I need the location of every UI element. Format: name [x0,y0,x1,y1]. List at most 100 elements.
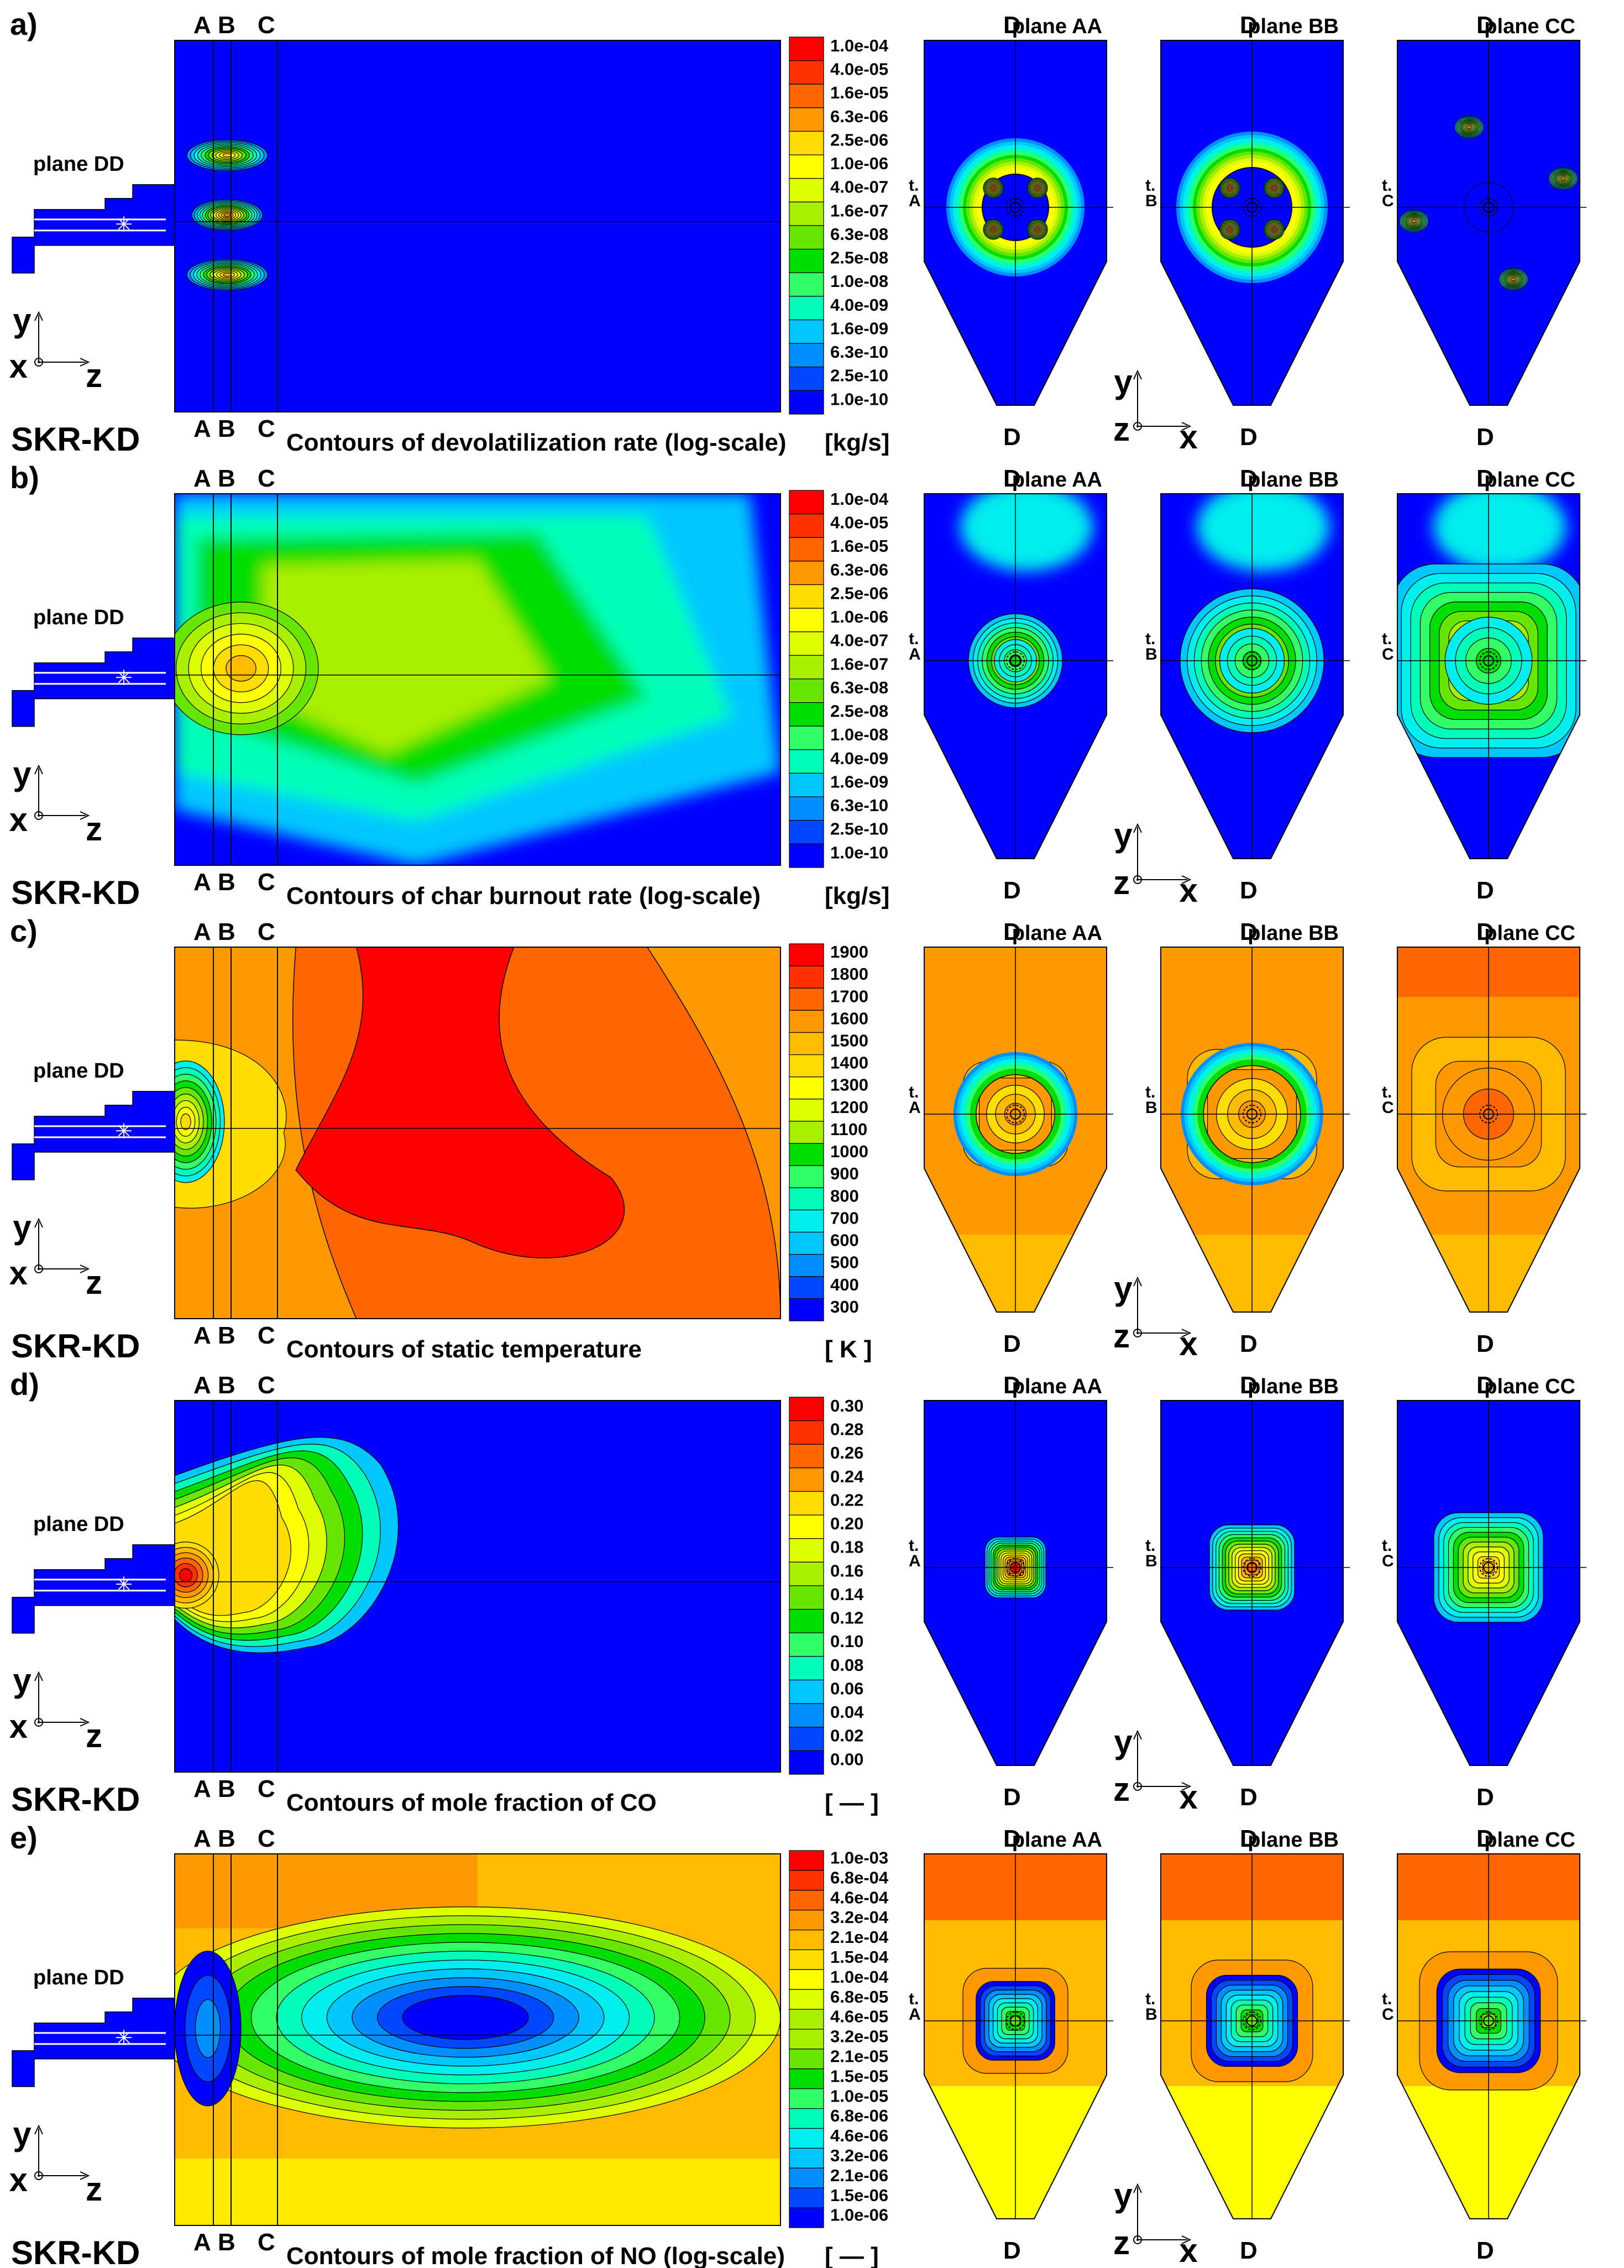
slice-plane-label: plane AA [1012,1375,1102,1398]
swirler-icon: ✳ [115,2027,133,2050]
legend-swatch [789,1298,824,1321]
burner-shape [12,637,175,727]
legend-swatch [789,1032,824,1055]
slice-top-mark: D [1476,1825,1494,1852]
legend-swatch [789,2187,824,2208]
legend-swatch [789,1656,824,1681]
slice-bottom-mark: D [1003,1784,1021,1811]
legend-swatch [789,725,824,750]
legend-swatch [789,367,824,391]
z-axis-label: z [86,1717,102,1754]
legend-tick-label: 1.0e-04 [830,489,889,509]
slice-blur-group [1433,494,1566,571]
legend-swatch [789,249,824,273]
out-of-plane-marker [1133,422,1142,431]
legend-swatch [789,1727,824,1751]
out-of-plane-dot [38,814,40,817]
burner-plane-label: plane DD [33,153,124,176]
x-axis-label: x [9,2161,28,2198]
slice-plane-label: plane AA [1012,1828,1102,1852]
legend-swatch [789,796,824,821]
legend-swatch [789,678,824,703]
legend-tick-label: 1.6e-05 [830,536,888,556]
legend-tick-label: 1.0e-06 [830,154,888,173]
legend-swatch [789,2009,824,2030]
field-group [175,947,780,1319]
arrow-head [1181,2235,1192,2244]
section-mark-bottom: B [218,1322,235,1349]
slice-line-mark: A [909,1552,921,1570]
panel-title: Contours of mole fraction of CO [286,1789,657,1816]
legend-swatch [789,772,824,797]
section-mark-bottom: B [218,415,235,442]
section-mark-top: B [218,12,235,39]
slice-outline [1397,493,1580,859]
legend-swatch [789,1850,824,1871]
legend-swatch [789,1538,824,1562]
contour-band [223,213,231,217]
y-axis-label: y [13,755,32,792]
slice-bottom-mark: D [1240,1784,1258,1811]
arrow-head [80,358,90,367]
section-mark-top: B [218,1372,235,1399]
slice-bottom-mark: D [1476,877,1494,904]
legend-tick-label: 1.6e-09 [830,318,888,338]
arrow-head [1133,1729,1142,1740]
slice-line-mark: C [1382,192,1394,210]
legend-tick-label: 1.5e-05 [830,2066,888,2086]
legend-swatch [789,178,824,202]
legend-tick-label: 6.8e-06 [830,2106,888,2125]
contour-band [1511,278,1516,281]
legend-swatch [789,2207,824,2228]
slice-outline [1160,493,1344,859]
slice-y-axis-label: y [1114,363,1133,400]
slice-plane-label: plane CC [1484,922,1575,945]
section-mark-top: A [193,465,211,492]
out-of-plane-dot [1136,2239,1139,2241]
section-mark-bottom: B [218,1775,235,1802]
swirler-icon: ✳ [115,213,133,237]
legend-tick-label: 3.2e-04 [830,1908,889,1927]
legend-tick-label: 1.0e-04 [830,36,889,55]
section-mark-bottom: B [218,869,235,896]
slice-line-prefix: t. [1382,176,1392,195]
band [263,560,551,754]
panel-title: Contours of static temperature [286,1336,642,1363]
out-of-plane-marker [34,1264,43,1273]
legend-swatch [789,1054,824,1078]
contour-band [179,1568,193,1582]
legend-tick-label: 1.5e-04 [830,1947,889,1967]
burner-plane-label: plane DD [33,1513,124,1536]
section-mark-top: C [258,1825,275,1852]
legend-tick-label: 0.06 [830,1679,863,1698]
panel-letter: c) [10,913,38,948]
unit-label: [kg/s] [825,882,889,910]
legend-tick-label: 1700 [830,986,868,1006]
legend-swatch [789,1679,824,1704]
slice-bottom-mark: D [1003,424,1021,451]
legend-tick-label: 1.6e-07 [830,201,888,220]
legend-tick-label: 0.18 [830,1538,863,1557]
section-mark-bottom: C [258,415,275,442]
section-mark-bottom: A [193,1775,211,1802]
legend-swatch [789,1143,824,1166]
slice-bottom-mark: D [1240,877,1258,904]
band [960,494,1093,571]
legend-swatch [789,987,824,1011]
unit-label: [kg/s] [825,429,889,456]
legend-swatch [789,2068,824,2089]
legend-tick-label: 2.1e-05 [830,2047,888,2066]
slice-z-axis-label: z [1113,1318,1130,1355]
out-of-plane-marker [1133,1782,1142,1791]
contour-band [1228,228,1232,231]
legend-tick-label: 1.0e-05 [830,2086,888,2105]
legend-tick-label: 2.5e-08 [830,248,888,268]
slice-bottom-mark: D [1476,424,1494,451]
legend-tick-label: 500 [830,1253,859,1272]
arrow-head [1133,1276,1142,1287]
slice-x-axis-label: x [1179,1779,1197,1816]
